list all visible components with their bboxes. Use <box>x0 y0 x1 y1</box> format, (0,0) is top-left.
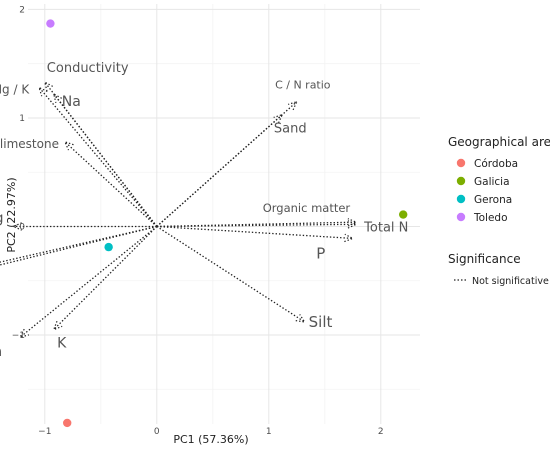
loading-vector <box>156 218 358 228</box>
legend-group-label: Galicia <box>474 176 510 188</box>
loading-vector <box>52 226 158 331</box>
x-axis-title: PC1 (57.36%) <box>173 433 248 446</box>
vector-label: Sand <box>274 122 307 137</box>
vector-label: P <box>316 244 325 262</box>
loading-vector <box>0 225 157 266</box>
vector-line <box>53 93 158 227</box>
vector-line <box>53 226 158 331</box>
vector-line <box>156 221 357 228</box>
sample-point <box>62 418 72 428</box>
x-tick-label: 1 <box>266 427 272 437</box>
vector-arrowhead <box>295 314 306 323</box>
y-tick-label: −1 <box>12 331 25 341</box>
vector-arrowhead <box>288 100 298 111</box>
legend-group-item: Galicia <box>456 176 510 188</box>
loading-vector <box>19 225 158 339</box>
vector-label: C / N ratio <box>275 79 331 92</box>
sample-point <box>46 19 55 28</box>
legend-group-label: Gerona <box>474 194 512 206</box>
legend-key-dot <box>456 212 466 222</box>
vector-label: Mg / K <box>0 83 30 97</box>
legend-group-item: Córdoba <box>456 158 518 170</box>
vector-arrowhead <box>347 220 358 229</box>
vector-line <box>156 223 357 228</box>
sample-point <box>399 210 408 219</box>
legend-group-label: Córdoba <box>474 158 518 170</box>
y-tick-label: 0 <box>19 222 25 232</box>
legend-key-dot <box>456 158 466 168</box>
y-axis-title: PC2 (22.97%) <box>5 177 18 252</box>
loading-vector <box>156 220 358 229</box>
vector-label: Mg <box>0 210 3 226</box>
legend-group-label: Toledo <box>473 212 508 224</box>
loading-vector <box>63 140 158 227</box>
loading-vector <box>43 80 158 227</box>
legend-group-item: Toledo <box>456 212 508 224</box>
vector-line <box>19 225 158 338</box>
legend-significance-label: Not significative <box>472 276 549 287</box>
legend-significance-title: Significance <box>448 252 521 266</box>
sample-points <box>46 19 408 428</box>
x-tick-label: −1 <box>38 427 51 437</box>
y-tick-label: 1 <box>19 114 25 124</box>
legend-key-dot <box>456 194 466 204</box>
vector-line <box>64 141 158 227</box>
vector-label: Na <box>62 94 81 110</box>
vector-label: Silt <box>309 313 333 331</box>
vector-label: Active limestone <box>0 137 59 151</box>
vector-label: Organic matter <box>263 201 351 215</box>
sample-point <box>104 242 113 252</box>
vector-line <box>156 225 305 323</box>
axis-ticks: −1 0 1 2 −1 0 1 2 <box>12 5 384 437</box>
loading-vector <box>52 92 158 227</box>
legend-groups-title: Geographical areas <box>448 135 550 149</box>
y-tick-label: 2 <box>19 5 25 15</box>
legend-key-dot <box>456 176 466 186</box>
vector-arrowhead <box>43 80 54 92</box>
vector-label: K <box>57 336 67 352</box>
vector-label: Ca <box>0 344 2 360</box>
legend: Geographical areas Córdoba Galicia Gerona T… <box>448 135 550 287</box>
vector-label: Conductivity <box>47 61 129 76</box>
vector-line <box>156 114 283 227</box>
vector-labels: Conductivity Mg / K Na Active limestone C / … <box>0 61 408 360</box>
vector-line <box>156 225 353 240</box>
grid <box>28 4 420 424</box>
x-tick-label: 0 <box>154 427 160 437</box>
loading-vectors <box>0 80 358 339</box>
vector-arrowhead <box>63 140 74 151</box>
loading-vector <box>11 222 157 231</box>
legend-significance-item: Not significative <box>454 276 549 287</box>
vector-label: Total N <box>363 220 408 235</box>
vector-arrowhead <box>19 328 30 339</box>
loading-vector <box>156 113 284 227</box>
loading-vector <box>156 225 355 243</box>
loading-vector <box>156 225 306 323</box>
x-tick-label: 2 <box>378 427 384 437</box>
legend-groups: Córdoba Galicia Gerona Toledo <box>456 158 518 224</box>
vector-arrowhead <box>11 222 22 231</box>
legend-group-item: Gerona <box>456 194 512 206</box>
vector-line <box>0 225 157 266</box>
